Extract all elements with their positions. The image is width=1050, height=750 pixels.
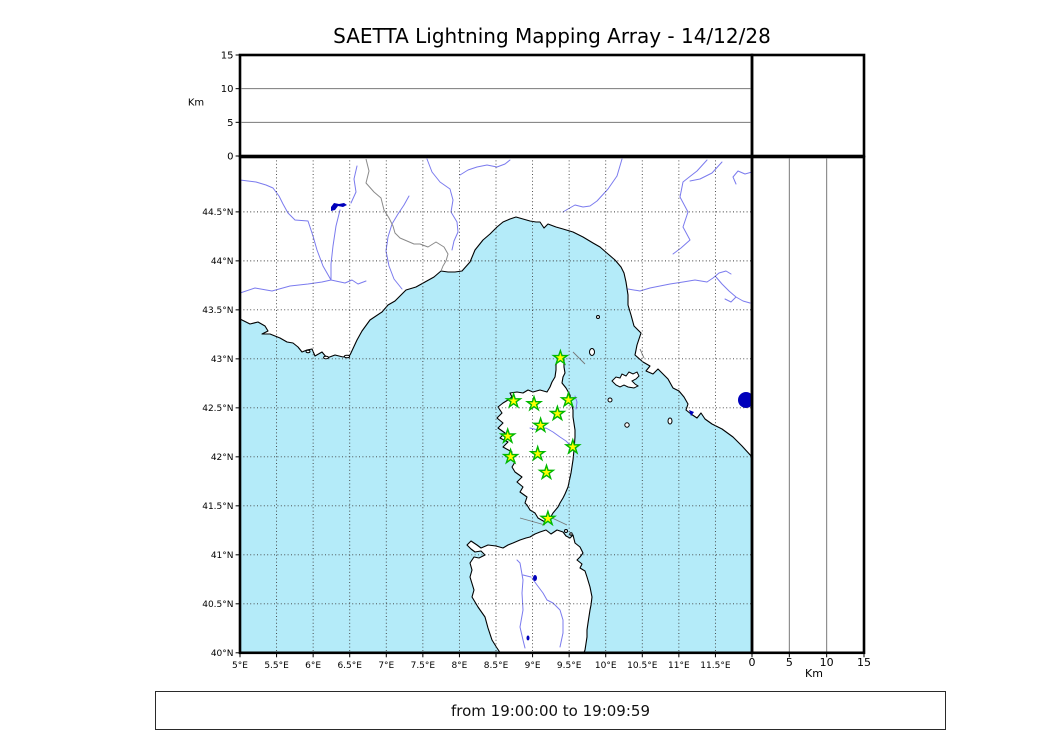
lat-tick-label: 40.5°N — [202, 600, 233, 610]
lon-tick-label: 7°E — [378, 661, 394, 671]
lat-tick-label: 43.5°N — [202, 306, 233, 316]
lon-tick-label: 5°E — [232, 661, 248, 671]
station-markers — [498, 348, 582, 527]
giglio-island — [667, 417, 673, 425]
sardinia-lake-1 — [533, 575, 537, 581]
hyeres-island-3 — [305, 349, 311, 354]
corner-panel-frame — [750, 53, 866, 158]
hyeres-island-2 — [343, 354, 351, 359]
lon-tick-label: 7.5°E — [411, 661, 436, 671]
alt-axis-unit-bottom: Km — [805, 667, 823, 680]
country-border — [365, 158, 449, 272]
maddalena-islet-2 — [569, 532, 573, 536]
pianosa-island — [607, 397, 613, 403]
lma-station-marker — [528, 444, 547, 462]
map-gridlines — [240, 157, 752, 653]
lat-tick-label: 42.5°N — [202, 404, 233, 414]
lat-tick-label: 41°N — [211, 551, 234, 561]
lma-station-marker — [531, 416, 550, 434]
alt-bottom-tick-label: 5 — [786, 656, 793, 669]
lon-tick-label: 8.5°E — [484, 661, 509, 671]
lon-tick-label: 10°E — [595, 661, 617, 671]
lon-tick-label: 11.5°E — [700, 661, 731, 671]
lma-station-marker — [538, 509, 557, 527]
lma-station-marker — [559, 390, 578, 408]
lma-station-marker — [537, 463, 556, 481]
lat-tick-label: 41.5°N — [202, 502, 233, 512]
lma-station-marker — [501, 447, 520, 465]
lon-tick-label: 9°E — [525, 661, 541, 671]
time-range-label: from 19:00:00 to 19:09:59 — [450, 701, 650, 720]
lat-tick-label: 40°N — [211, 649, 234, 659]
alt-axis-unit-left: Km — [188, 98, 204, 109]
axis-ticks-and-labels: 5°E 5.5°E 6°E 6.5°E 7°E 7.5°E 8°E 8.5°E 9°E 9.5°E… — [202, 51, 871, 672]
lma-station-marker — [498, 426, 517, 444]
lma-station-marker — [563, 437, 582, 455]
gorgona-island — [596, 315, 600, 319]
lat-tick-label: 44.5°N — [202, 208, 233, 218]
corsica-coast — [496, 354, 576, 523]
serre-poncon-lake — [331, 203, 347, 211]
altitude-latitude-panel-frame — [750, 155, 866, 655]
montecristo-island — [624, 422, 630, 428]
alt-bottom-tick-label: 10 — [820, 656, 834, 669]
lon-tick-label: 9.5°E — [557, 661, 582, 671]
elba-island — [611, 371, 640, 389]
bolsena-lake — [738, 392, 752, 408]
altitude-longitude-panel-frame — [238, 53, 754, 158]
lon-tick-label: 6.5°E — [337, 661, 362, 671]
lon-tick-label: 10.5°E — [627, 661, 658, 671]
alt-left-tick-label: 10 — [221, 84, 234, 95]
lon-tick-label: 8°E — [451, 661, 467, 671]
lma-station-marker — [504, 391, 523, 409]
rivers — [240, 158, 752, 649]
lma-station-marker — [548, 404, 567, 422]
orbetello-lagoon — [689, 410, 694, 416]
alt-left-tick-label: 15 — [221, 51, 234, 62]
alt-bottom-tick-label: 15 — [857, 656, 871, 669]
lma-station-marker — [551, 348, 570, 366]
alt-left-tick-label: 0 — [227, 152, 233, 163]
sardinia-lake-2 — [526, 635, 530, 641]
capraia-island — [589, 348, 595, 356]
mainland-coast — [240, 157, 752, 458]
alt-bottom-tick-label: 0 — [749, 656, 756, 669]
lat-tick-label: 42°N — [211, 453, 234, 463]
lat-tick-label: 43°N — [211, 355, 234, 365]
maddalena-islet-1 — [564, 529, 568, 533]
alt-left-tick-label: 5 — [227, 118, 233, 129]
lat-tick-label: 44°N — [211, 257, 234, 267]
map-panel — [240, 157, 752, 653]
sardinia-coast — [466, 529, 593, 653]
time-range-box: from 19:00:00 to 19:09:59 — [155, 691, 946, 730]
figure-title: SAETTA Lightning Mapping Array - 14/12/2… — [333, 24, 771, 48]
lon-tick-label: 6°E — [305, 661, 321, 671]
lma-station-marker — [525, 394, 544, 412]
lon-tick-label: 5.5°E — [264, 661, 289, 671]
lon-tick-label: 11°E — [668, 661, 690, 671]
